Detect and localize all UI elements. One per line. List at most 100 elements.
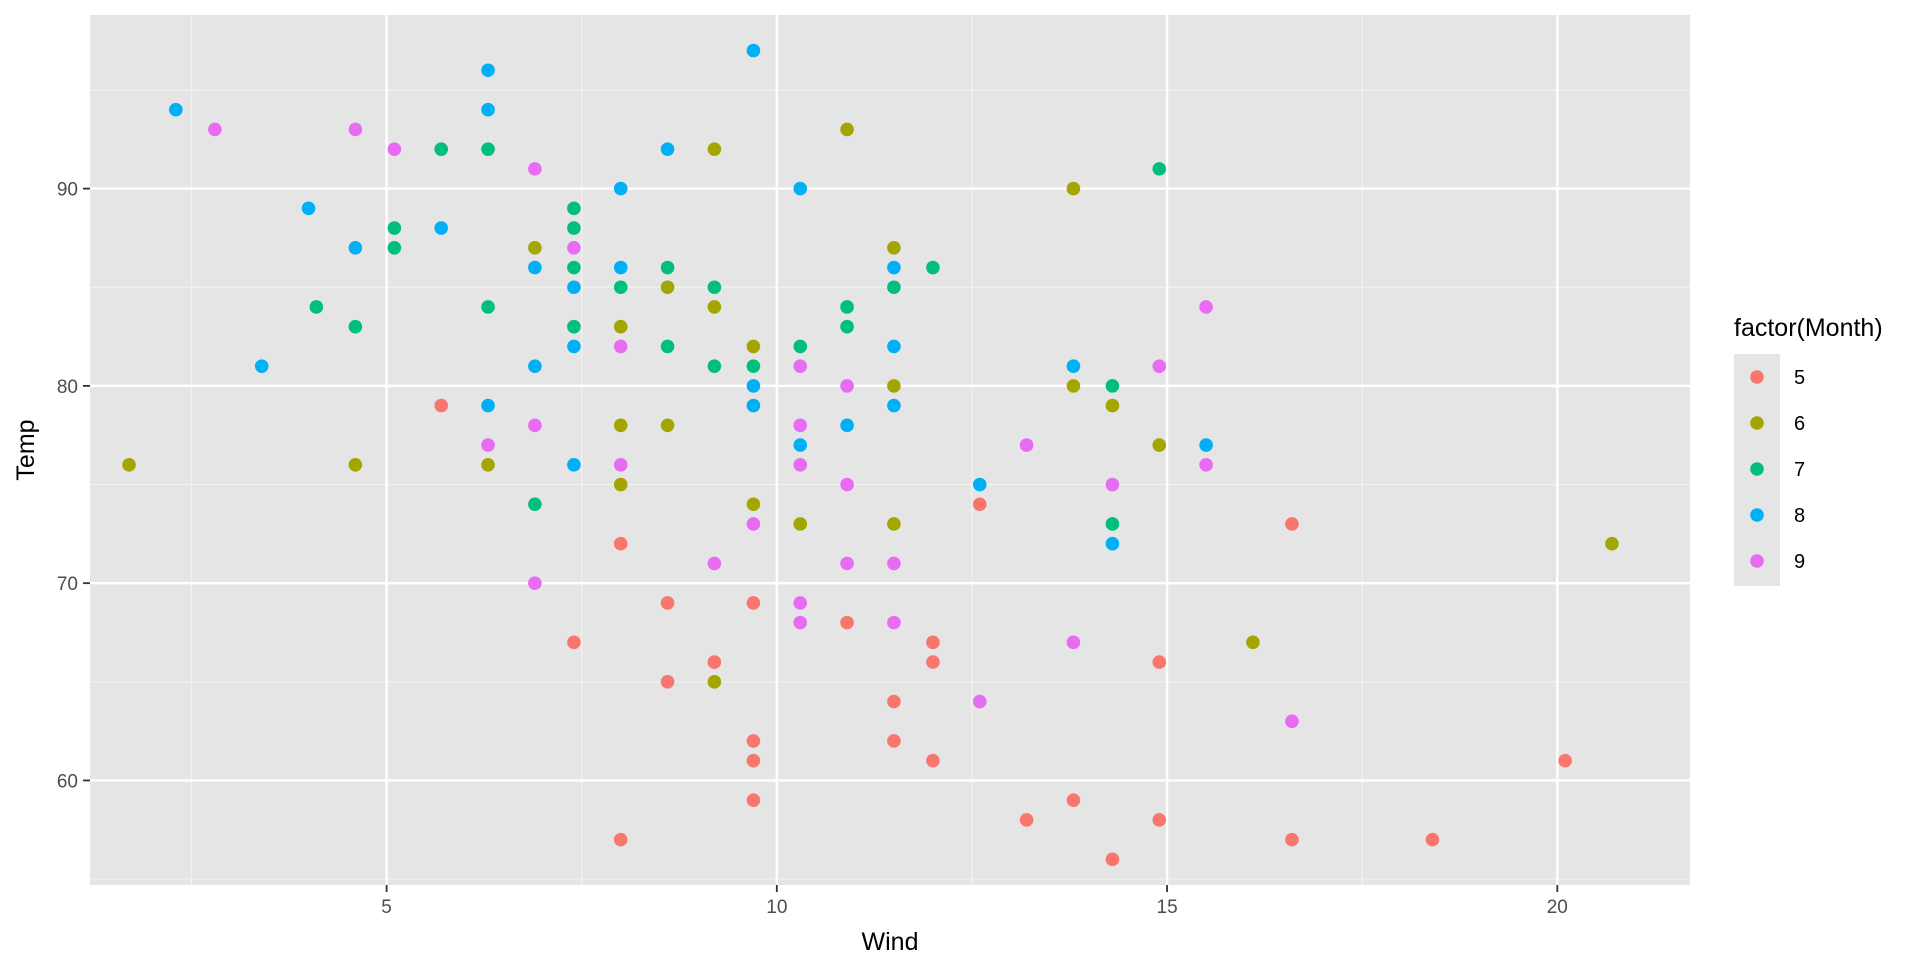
point-month-9-7 xyxy=(567,240,581,255)
point-month-9-12 xyxy=(793,359,808,373)
x-tick-label-1: 10 xyxy=(766,897,787,918)
point-month-9-3 xyxy=(481,438,495,452)
point-month-8-6 xyxy=(481,102,495,117)
point-month-6-14 xyxy=(793,517,808,531)
point-month-6-15 xyxy=(840,122,854,137)
point-month-9-4 xyxy=(528,162,542,176)
point-month-8-11 xyxy=(567,339,581,354)
point-month-9-21 xyxy=(887,615,901,630)
point-month-8-1 xyxy=(254,359,269,373)
legend: factor(Month) 5 6 7 8 9 xyxy=(1734,314,1883,586)
point-month-8-12 xyxy=(567,457,581,472)
point-month-8-21 xyxy=(840,418,854,433)
point-month-7-22 xyxy=(926,260,940,275)
legend-label-8: 8 xyxy=(1794,505,1805,527)
point-month-8-7 xyxy=(481,398,495,413)
point-month-6-12 xyxy=(746,339,761,354)
point-month-6-13 xyxy=(746,497,761,512)
point-month-7-21 xyxy=(887,280,901,295)
point-month-5-12 xyxy=(887,694,901,709)
point-month-6-20 xyxy=(1066,379,1081,393)
point-month-7-14 xyxy=(660,339,675,354)
point-month-7-24 xyxy=(1105,517,1120,531)
y-axis: 60 70 80 90 xyxy=(57,180,90,792)
point-month-5-8 xyxy=(746,734,761,748)
point-month-8-4 xyxy=(434,221,449,235)
point-month-9-14 xyxy=(793,457,808,472)
point-month-6-22 xyxy=(1152,438,1167,452)
point-month-5-4 xyxy=(660,596,675,610)
point-month-5-11 xyxy=(840,615,854,630)
point-month-8-0 xyxy=(169,102,183,117)
point-month-5-18 xyxy=(1019,813,1034,827)
point-month-8-24 xyxy=(887,398,901,413)
point-month-7-2 xyxy=(387,221,402,235)
point-month-7-3 xyxy=(387,240,402,255)
y-axis-title: Temp xyxy=(12,419,40,480)
point-month-5-20 xyxy=(1105,852,1120,867)
legend-items: 5 6 7 8 9 xyxy=(1750,367,1805,573)
point-month-9-27 xyxy=(1199,300,1213,314)
point-month-9-15 xyxy=(793,596,808,610)
point-month-7-17 xyxy=(746,359,761,373)
point-month-6-17 xyxy=(887,379,901,393)
point-month-5-9 xyxy=(746,753,761,768)
point-month-8-14 xyxy=(613,260,628,275)
point-month-8-13 xyxy=(613,181,628,196)
point-month-6-0 xyxy=(122,457,136,472)
point-month-5-13 xyxy=(887,734,901,748)
legend-key-7 xyxy=(1750,462,1764,476)
point-month-5-24 xyxy=(1285,832,1299,847)
point-month-7-7 xyxy=(528,497,542,512)
point-month-7-9 xyxy=(567,221,581,235)
point-month-5-0 xyxy=(434,398,449,413)
series-month-5 xyxy=(434,398,1572,867)
point-month-9-28 xyxy=(1199,457,1213,472)
point-month-9-26 xyxy=(1152,359,1167,373)
x-tick-label-0: 5 xyxy=(381,897,392,918)
point-month-9-13 xyxy=(793,418,808,433)
point-month-8-22 xyxy=(887,260,901,275)
point-month-7-16 xyxy=(707,359,722,373)
point-month-6-24 xyxy=(1605,536,1619,551)
point-month-7-0 xyxy=(309,300,324,314)
point-month-7-11 xyxy=(567,319,581,334)
point-month-7-15 xyxy=(707,280,722,295)
point-month-5-21 xyxy=(1152,655,1167,669)
point-month-8-20 xyxy=(793,438,808,452)
point-month-6-2 xyxy=(481,457,495,472)
point-month-5-19 xyxy=(1066,793,1081,807)
grid-major xyxy=(90,15,1690,885)
point-month-6-7 xyxy=(660,280,675,295)
point-month-7-1 xyxy=(348,319,363,334)
series-month-9 xyxy=(208,122,1299,729)
point-month-7-12 xyxy=(613,280,628,295)
point-month-6-18 xyxy=(887,517,901,531)
point-month-8-9 xyxy=(528,359,542,373)
point-month-6-19 xyxy=(1066,181,1081,196)
point-month-5-17 xyxy=(972,497,987,512)
point-month-8-19 xyxy=(793,181,808,196)
point-month-8-8 xyxy=(528,260,542,275)
series-month-8 xyxy=(169,43,1213,551)
point-month-7-6 xyxy=(481,300,495,314)
point-month-6-5 xyxy=(613,418,628,433)
point-month-7-25 xyxy=(1152,162,1167,176)
point-month-7-5 xyxy=(481,142,495,156)
point-month-6-23 xyxy=(1246,635,1260,650)
point-month-6-3 xyxy=(528,240,542,255)
point-month-9-22 xyxy=(972,694,987,709)
legend-label-5: 5 xyxy=(1794,367,1805,389)
point-month-5-7 xyxy=(746,596,761,610)
point-month-5-16 xyxy=(926,753,940,768)
point-month-8-18 xyxy=(746,398,761,413)
point-month-5-14 xyxy=(926,635,940,650)
point-month-6-1 xyxy=(348,457,363,472)
legend-key-9 xyxy=(1750,554,1764,568)
x-tick-label-2: 15 xyxy=(1157,897,1178,918)
point-month-9-29 xyxy=(1285,714,1299,729)
point-month-7-23 xyxy=(1105,379,1120,393)
point-month-6-11 xyxy=(707,675,722,689)
